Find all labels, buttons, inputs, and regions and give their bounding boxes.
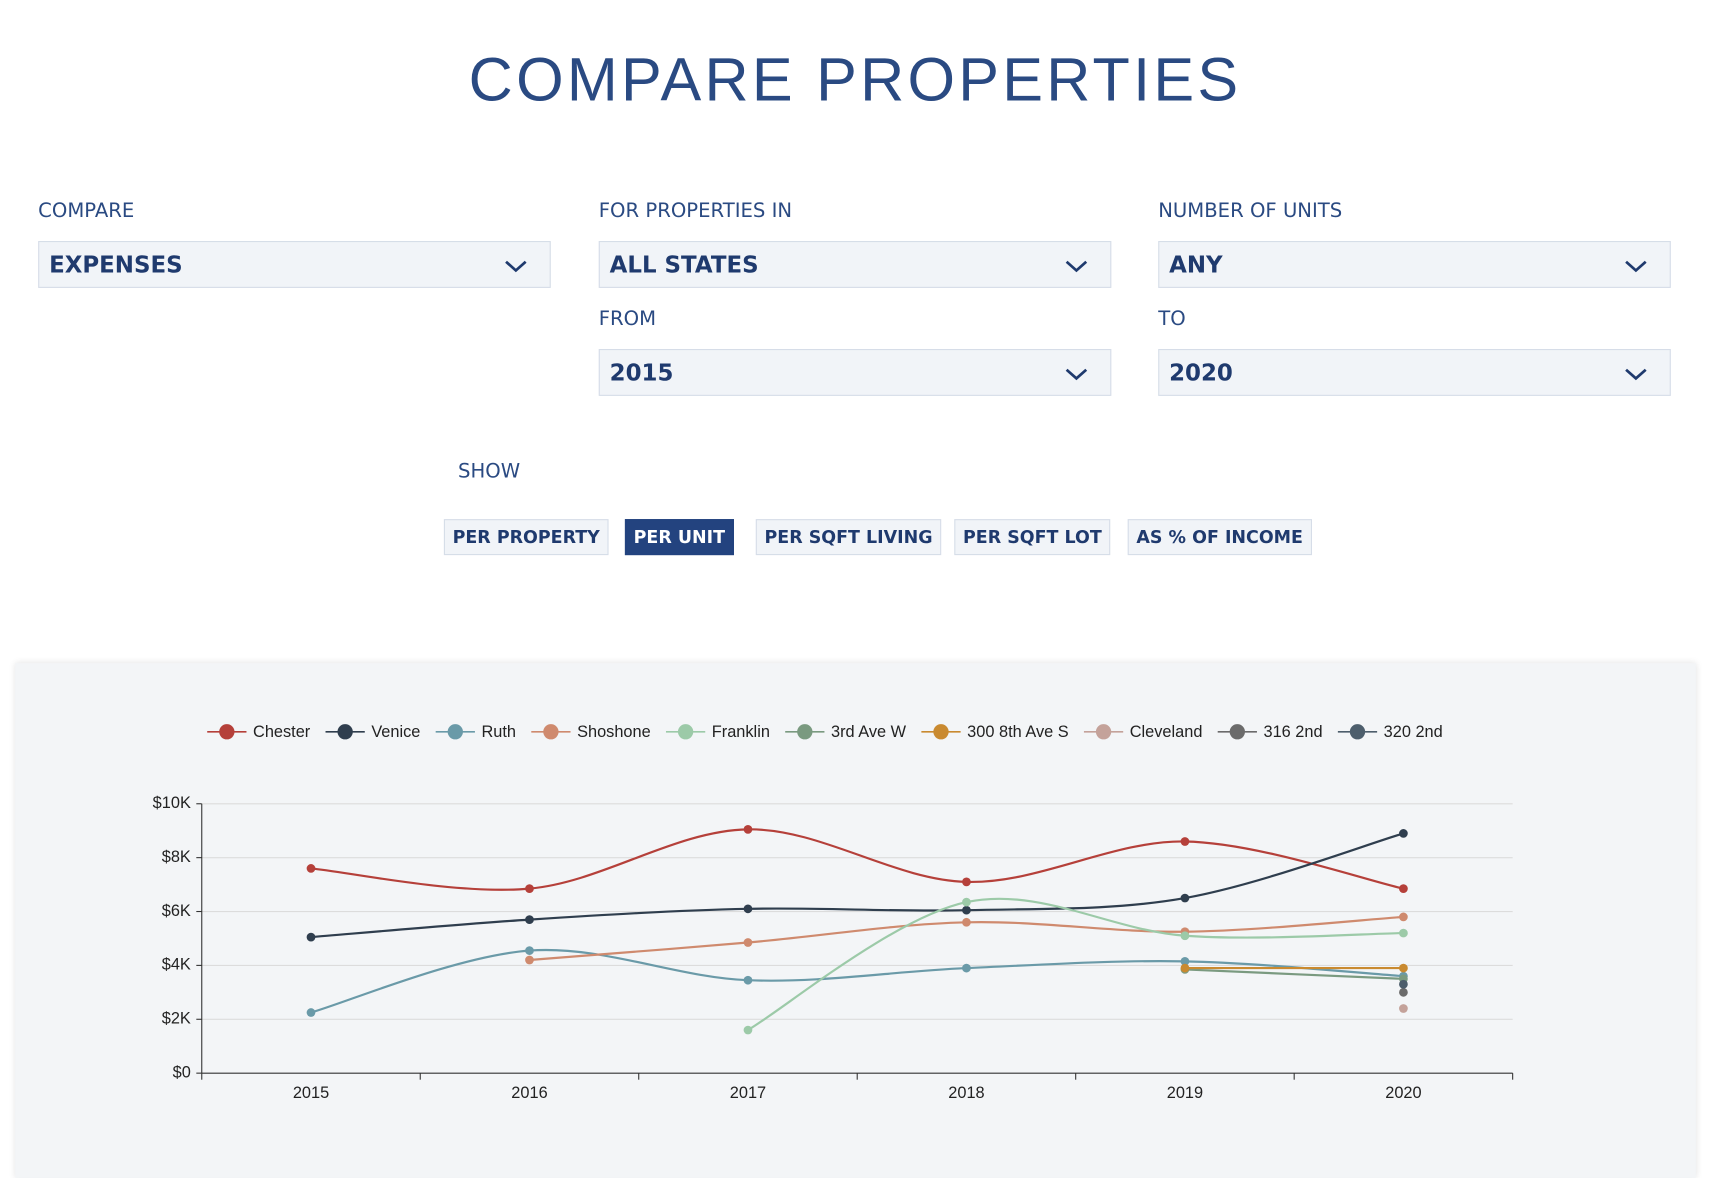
y-tick-label: $0 [173,1063,191,1081]
show-option[interactable]: PER UNIT [624,519,734,556]
data-point [1399,979,1408,989]
legend-label: Franklin [712,723,770,741]
legend-marker [219,724,235,740]
data-point [1180,837,1190,846]
dropdown[interactable]: ANY [1158,241,1671,288]
data-point [962,897,971,907]
dropdown-value: ANY [1169,251,1223,279]
series-line [310,828,1404,891]
chevron [505,260,527,273]
filter-label: FOR PROPERTIES IN [598,199,793,223]
data-point [1399,912,1408,922]
data-point [1180,963,1190,973]
data-point [306,864,316,873]
dropdown-value: EXPENSES [49,251,183,279]
legend-label: Shoshone [577,723,651,741]
data-point [962,905,971,915]
chevron [1065,368,1088,381]
data-point [1180,931,1190,941]
data-point [1399,963,1408,973]
data-point [743,825,753,834]
legend-marker [337,724,353,740]
data-point [743,975,753,985]
data-point [306,932,316,942]
chevron [1625,368,1647,381]
series-line [310,948,1404,1014]
data-point [962,917,971,927]
data-point [525,915,534,924]
data-point [1399,884,1408,893]
data-point [1399,829,1408,838]
series-line [310,832,1404,939]
legend-label: 300 8th Ave S [967,723,1069,741]
legend-label: 316 2nd [1263,723,1322,741]
legend-label: Chester [253,723,311,741]
x-tick-label: 2017 [730,1084,766,1102]
legend-label: Ruth [481,723,516,741]
data-point [743,904,753,914]
data-point [743,1025,753,1035]
y-tick-label: $6K [162,902,191,920]
x-tick-label: 2015 [293,1084,329,1102]
filter-label: NUMBER OF UNITS [1158,199,1343,223]
show-option[interactable]: PER SQFT LOT [954,519,1111,556]
dropdown[interactable]: EXPENSES [38,241,551,288]
x-tick-label: 2020 [1385,1084,1421,1102]
data-point [1399,987,1408,997]
data-point [1180,893,1190,903]
x-tick-label: 2018 [948,1084,984,1102]
show-option[interactable]: PER PROPERTY [443,519,609,556]
x-tick-label: 2016 [511,1084,547,1102]
series-line [1184,968,1404,980]
show-option[interactable]: AS % OF INCOME [1127,519,1312,556]
data-point [525,946,534,955]
data-point [1180,956,1190,966]
dropdown[interactable]: ALL STATES [598,241,1112,288]
show-option[interactable]: PER SQFT LIVING [755,519,942,556]
data-point [962,963,971,973]
legend-marker [543,724,559,740]
legend-marker [447,724,463,740]
legend-label: Venice [371,723,420,741]
chevron [1625,260,1647,273]
legend-marker [1349,724,1366,740]
legend-marker [1095,724,1112,740]
y-tick-label: $2K [162,1010,191,1028]
data-point [525,955,534,965]
chart-panel [15,663,1696,1178]
legend-marker [1229,724,1245,740]
series-line [747,897,1404,1031]
legend-marker [933,724,949,740]
dropdown-value: 2020 [1169,359,1233,387]
dropdown-value: 2015 [609,359,674,387]
data-point [306,1008,316,1017]
dropdown[interactable]: 2015 [598,348,1112,396]
filter-label: FROM [598,307,657,331]
data-point [1399,928,1408,938]
data-point [743,938,753,947]
filter-label: COMPARE [38,199,135,223]
chevron [1065,260,1088,273]
dropdown-value: ALL STATES [609,251,759,279]
legend-label: Cleveland [1130,723,1203,741]
y-tick-label: $10K [153,794,191,812]
show-label: SHOW [458,460,521,484]
legend-marker [677,724,694,740]
legend-label: 320 2nd [1384,723,1443,741]
x-tick-label: 2019 [1167,1084,1203,1102]
chart: $0 $2K $4K $6K $8K $10K 2015 2016 2017 2018 2019 20… [153,723,1514,1102]
data-point [962,877,971,887]
y-tick-label: $4K [162,956,191,974]
data-point [1399,1004,1408,1013]
legend-marker [797,724,813,740]
filter-label: TO [1158,307,1186,331]
page-title: COMPARE PROPERTIES [468,44,1242,114]
dropdown[interactable]: 2020 [1158,348,1671,396]
y-tick-label: $8K [162,848,191,866]
legend-label: 3rd Ave W [831,723,907,741]
data-point [525,884,534,893]
